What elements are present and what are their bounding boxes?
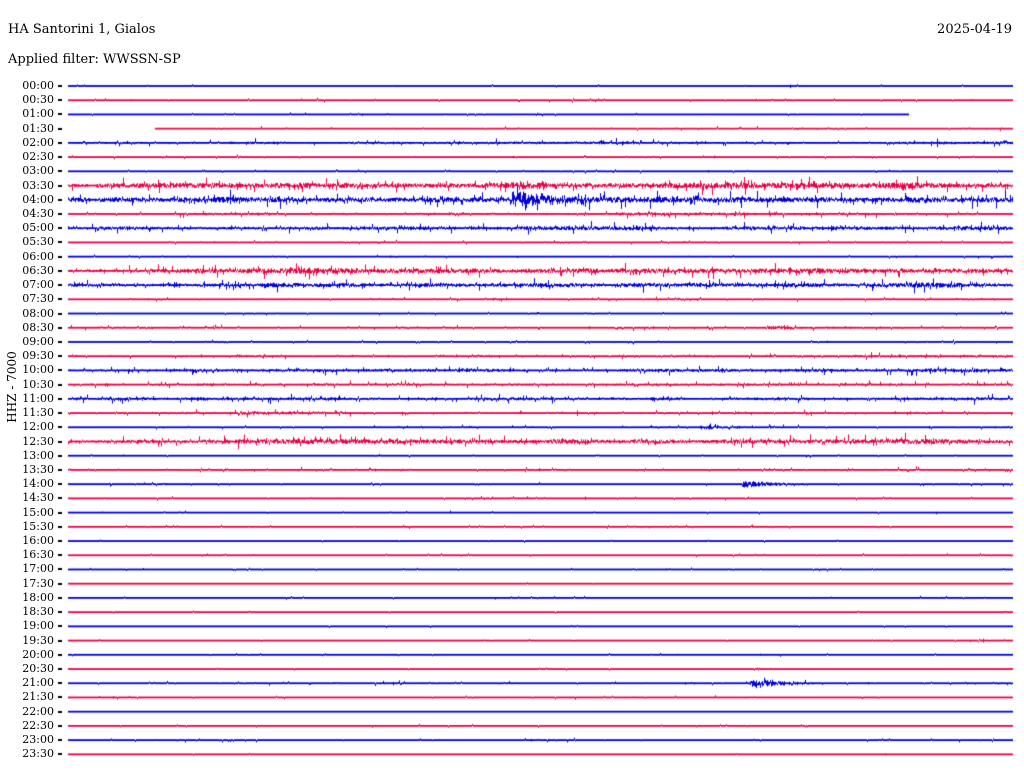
seismogram-traces <box>0 78 1024 778</box>
record-date: 2025-04-19 <box>937 22 1012 37</box>
helicorder-plot: 00:00 00:30 01:00 01:30 02:00 02:30 03:00 03:30… <box>0 78 1024 778</box>
applied-filter-label: Applied filter: WWSSN-SP <box>8 52 181 67</box>
page-title: HA Santorini 1, Gialos <box>8 22 156 37</box>
